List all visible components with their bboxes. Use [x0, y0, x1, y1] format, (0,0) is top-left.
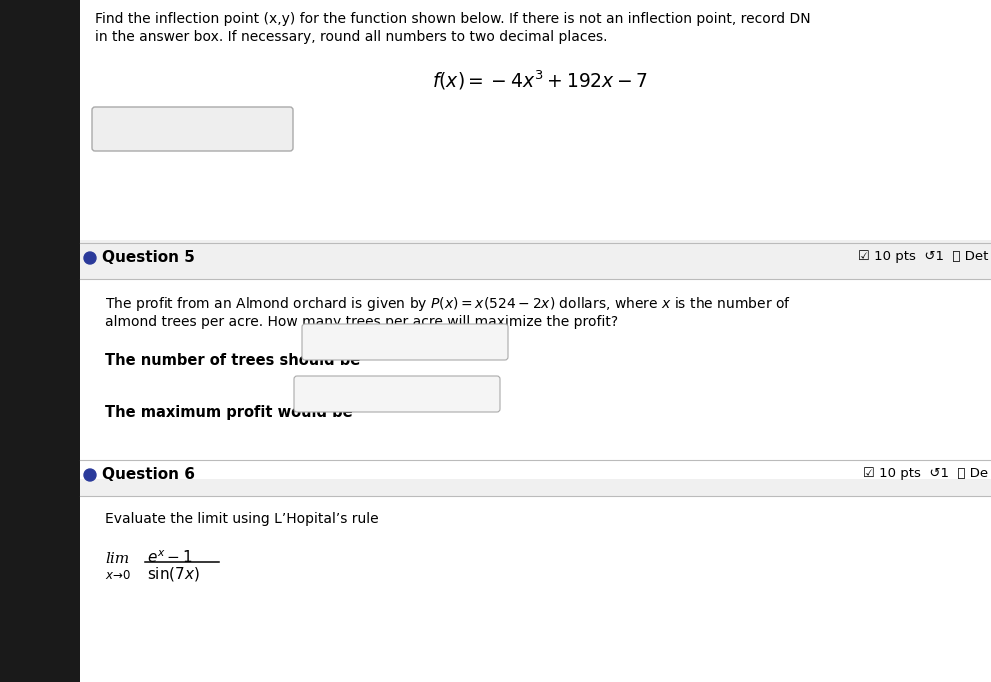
Text: The maximum profit would be: The maximum profit would be: [105, 405, 353, 420]
Text: Find the inflection point (x,y) for the function shown below. If there is not an: Find the inflection point (x,y) for the …: [95, 12, 811, 26]
Text: almond trees per acre. How many trees per acre will maximize the profit?: almond trees per acre. How many trees pe…: [105, 315, 618, 329]
Circle shape: [84, 469, 96, 481]
Text: The number of trees should be: The number of trees should be: [105, 353, 361, 368]
Bar: [80, 496, 991, 682]
FancyBboxPatch shape: [302, 324, 508, 360]
Text: $f(x) = -4x^3 + 192x - 7$: $f(x) = -4x^3 + 192x - 7$: [432, 68, 648, 91]
Text: $\sin(7x)$: $\sin(7x)$: [147, 565, 200, 583]
Bar: [80, 0, 991, 240]
Text: $x\!\rightarrow\!0$: $x\!\rightarrow\!0$: [105, 569, 132, 582]
Text: The profit from an Almond orchard is given by $P(x) = x(524 - 2x)$ dollars, wher: The profit from an Almond orchard is giv…: [105, 295, 791, 313]
Text: Question 5: Question 5: [102, 250, 195, 265]
FancyBboxPatch shape: [92, 107, 293, 151]
Text: $e^x - 1$: $e^x - 1$: [147, 549, 193, 565]
Circle shape: [84, 252, 96, 264]
Text: Question 6: Question 6: [102, 467, 195, 482]
Text: ☑ 10 pts  ↺1  ⓘ Det: ☑ 10 pts ↺1 ⓘ Det: [857, 250, 988, 263]
FancyBboxPatch shape: [294, 376, 500, 412]
Text: Evaluate the limit using L’Hopital’s rule: Evaluate the limit using L’Hopital’s rul…: [105, 512, 379, 526]
Bar: [80, 279, 991, 479]
Text: in the answer box. If necessary, round all numbers to two decimal places.: in the answer box. If necessary, round a…: [95, 30, 607, 44]
Text: lim: lim: [105, 552, 129, 566]
Text: ☑ 10 pts  ↺1  ⓘ De: ☑ 10 pts ↺1 ⓘ De: [863, 467, 988, 480]
Bar: [0, 0, 80, 682]
